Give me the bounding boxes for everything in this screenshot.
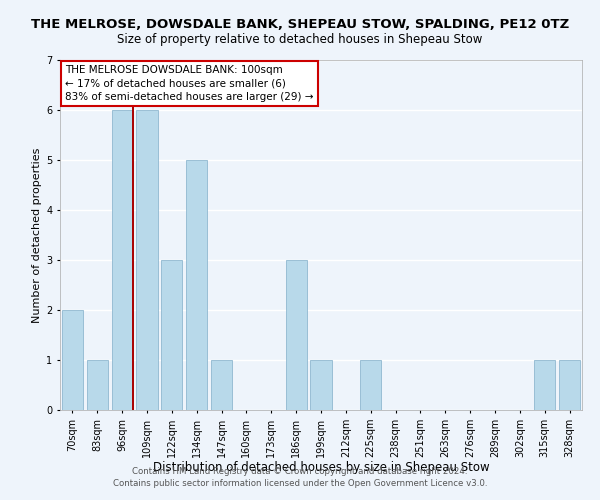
Bar — [136, 110, 158, 410]
Bar — [286, 260, 307, 410]
Text: Contains HM Land Registry data © Crown copyright and database right 2024.
Contai: Contains HM Land Registry data © Crown c… — [113, 466, 487, 487]
Text: THE MELROSE, DOWSDALE BANK, SHEPEAU STOW, SPALDING, PE12 0TZ: THE MELROSE, DOWSDALE BANK, SHEPEAU STOW… — [31, 18, 569, 30]
Bar — [186, 160, 207, 410]
Bar — [112, 110, 133, 410]
X-axis label: Distribution of detached houses by size in Shepeau Stow: Distribution of detached houses by size … — [152, 462, 490, 474]
Bar — [161, 260, 182, 410]
Text: Size of property relative to detached houses in Shepeau Stow: Size of property relative to detached ho… — [118, 32, 482, 46]
Y-axis label: Number of detached properties: Number of detached properties — [32, 148, 42, 322]
Bar — [534, 360, 555, 410]
Bar — [559, 360, 580, 410]
Bar — [310, 360, 332, 410]
Bar — [62, 310, 83, 410]
Bar — [360, 360, 381, 410]
Bar — [211, 360, 232, 410]
Text: THE MELROSE DOWSDALE BANK: 100sqm
← 17% of detached houses are smaller (6)
83% o: THE MELROSE DOWSDALE BANK: 100sqm ← 17% … — [65, 66, 314, 102]
Bar — [87, 360, 108, 410]
